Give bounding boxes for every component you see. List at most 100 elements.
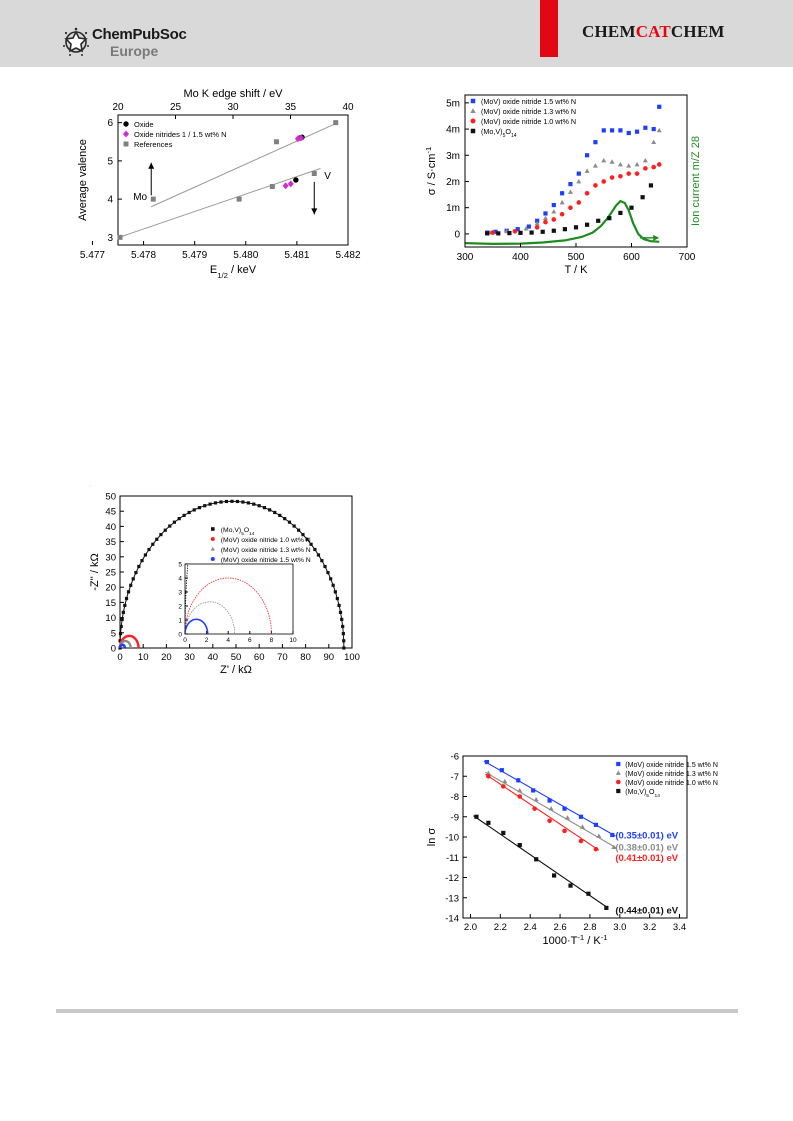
x2-tick-label: 40 [342,102,354,113]
arrow-head [311,208,318,215]
legend-label: (MoV) oxide nitride 1.5 wt% N [481,97,576,106]
x-tick-label: 100 [344,652,360,663]
data-point [534,220,540,226]
data-point [548,806,554,811]
data-point [282,182,289,190]
y-tick-label: 3 [107,233,113,244]
y-tick-label: 50 [105,492,116,503]
data-point [120,617,124,621]
legend-marker [615,770,621,775]
x-tick-label: 40 [208,652,219,663]
y-tick-label: 4 [107,195,113,206]
x-tick-label: 600 [623,252,640,263]
data-point [493,229,498,234]
legend-label: (MoV) oxide nitride 1.3 wt% N [221,547,311,554]
legend-marker [470,108,476,114]
data-point [159,533,163,537]
data-point [134,570,138,575]
legend-marker [470,118,476,124]
data-point [531,788,536,793]
data-point [576,200,582,205]
data-point [529,230,534,235]
data-point [137,564,141,569]
y-tick-label: 5 [107,156,113,167]
y-axis-label: -Z'' / kΩ [89,553,101,590]
fit-line [118,168,321,238]
y-tick-label: 1m [446,203,460,214]
data-point [283,517,287,521]
mo-line-label: Mo [133,192,147,203]
x-tick-label: 500 [568,252,585,263]
data-point [562,227,567,232]
legend-marker [123,121,129,127]
y-tick-label: -7 [451,772,459,783]
inset-y-tick-label: 1 [178,618,182,625]
y-tick-label: -13 [445,893,459,904]
data-point [305,537,309,541]
data-point [474,814,479,819]
data-point [634,161,640,167]
data-point [203,504,207,508]
data-point [499,768,504,773]
data-point [559,199,565,205]
y-tick-label: 2m [446,177,460,188]
x-tick-label: 5.482 [335,250,360,261]
y-tick-label: 0 [111,644,116,655]
data-point [311,171,317,176]
y-tick-label: 45 [105,507,116,518]
y-tick-label: 6 [107,118,113,129]
data-point [610,832,615,838]
data-point [123,603,127,608]
data-point [634,129,640,134]
y-tick-label: -9 [451,812,459,823]
legend-marker [210,557,215,561]
data-point [329,577,333,581]
journal-title[interactable]: CHEMCATCHEM [582,22,725,42]
data-point [592,163,598,168]
data-point [618,128,623,133]
inset-y-tick-label: 5 [178,562,182,569]
header-band [0,0,793,67]
data-point [515,227,520,232]
data-point [523,226,529,231]
inset-semicircle [185,601,236,634]
inset-y-tick-label: 4 [178,576,182,583]
x-tick-label: 5.480 [233,250,258,261]
x-tick-label: 90 [324,652,335,663]
footer-rule [56,1009,738,1013]
data-point [576,171,581,176]
data-point [648,183,654,188]
inset-x-tick-label: 8 [270,637,274,644]
x2-tick-label: 30 [227,102,239,113]
legend-label: (MoV) oxide nitride 1.3 wt% N [625,771,718,778]
data-point [124,596,129,601]
legend-marker [123,141,129,147]
x-tick-label: 700 [679,252,696,263]
data-point [656,127,662,133]
data-point [596,833,602,838]
inset-x-tick-label: 4 [226,637,230,644]
data-point [593,846,599,852]
data-point [140,559,144,563]
x-tick-label: 300 [457,252,474,263]
x-tick-label: 400 [512,252,529,263]
y-tick-label: 15 [105,598,116,609]
y-tick-label: -10 [445,833,459,844]
x-tick-label: 5.481 [284,250,309,261]
legend-label: References [134,140,173,149]
y-tick-label: 35 [105,537,116,548]
data-point [601,157,607,163]
publisher-logo[interactable]: ChemPubSoc Europe [62,24,222,60]
data-point [534,225,540,230]
data-point [293,177,299,183]
data-point [326,570,330,575]
inset-x-tick-label: 6 [248,637,252,644]
data-point [333,590,337,594]
y-axis-label: σ / S·cm-1 [424,147,439,195]
legend-marker [616,788,621,794]
data-point [246,501,250,505]
x-tick-label: 2.4 [524,922,537,933]
y-tick-label: 10 [105,613,116,624]
x-axis-label: Z' / kΩ [220,664,252,676]
data-point [568,883,573,888]
